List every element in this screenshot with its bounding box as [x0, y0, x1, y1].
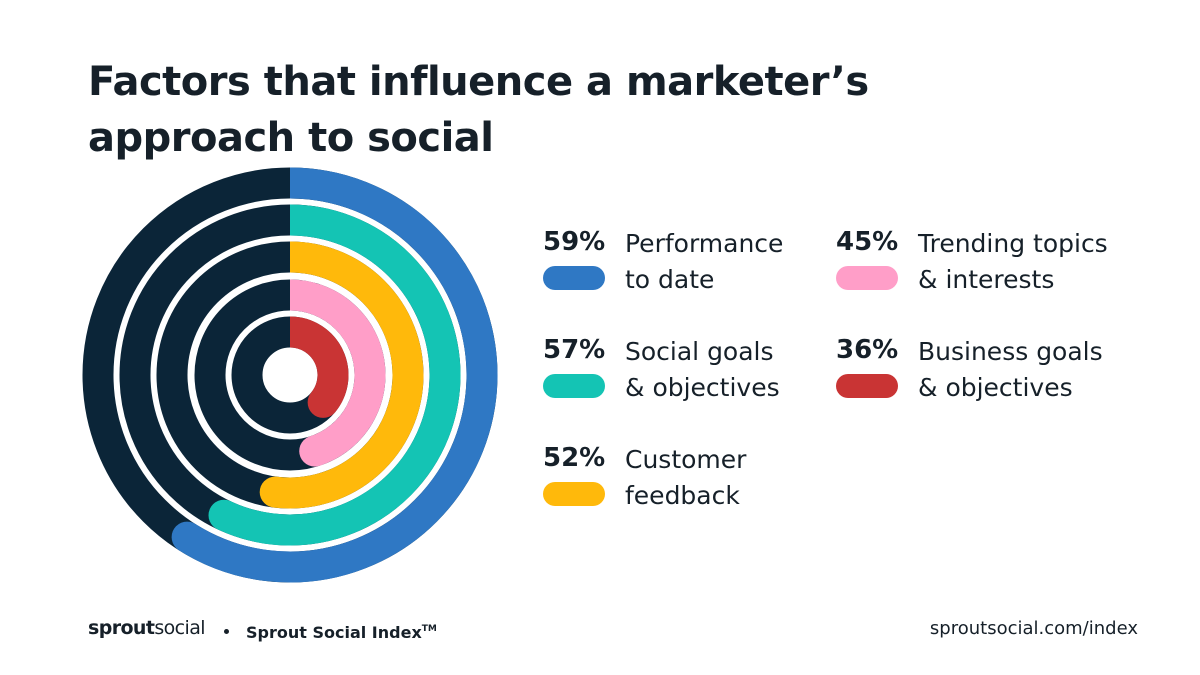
legend-item-trending-topics: 45% Trending topics & interests [836, 222, 1136, 298]
legend-percent: 52% [543, 443, 606, 473]
legend-percent: 57% [543, 335, 606, 365]
footer-url: sproutsocial.com/index [929, 618, 1138, 639]
legend-item-performance: 59% Performance to date [543, 222, 843, 298]
legend-item-business-goals: 36% Business goals & objectives [836, 330, 1136, 406]
legend-swatch [836, 374, 898, 398]
logo-light-text: social [154, 617, 205, 639]
ring-bar-end-cap [259, 476, 291, 508]
legend-label: Performance to date [625, 229, 784, 294]
ring-bar-end-cap [307, 386, 339, 418]
trademark-symbol: TM [421, 624, 437, 634]
legend-percent: 45% [836, 227, 899, 257]
legend-swatch [543, 374, 605, 398]
footer-index-name: Sprout Social IndexTM [246, 617, 437, 645]
ring-bar-end-cap [299, 435, 331, 467]
ring-bar-customer-feedback [273, 241, 424, 509]
chart-title: Factors that influence a marketer’s appr… [88, 59, 869, 161]
ring-bar-trending-topics-interests [289, 279, 386, 466]
logo-bold-text: sprout [88, 617, 155, 639]
legend-swatch [543, 482, 605, 506]
legend-label: Social goals & objectives [625, 337, 780, 402]
legend-swatch [836, 266, 898, 290]
index-name-text: Sprout Social Index [246, 623, 422, 642]
footer-separator-dot [224, 629, 229, 634]
legend-label: Trending topics & interests [918, 229, 1108, 294]
legend-item-customer-feedback: 52% Customer feedback [543, 438, 843, 514]
legend-percent: 36% [836, 335, 899, 365]
ring-bar-social-goals-objectives [217, 204, 461, 546]
ring-bar-performance-to-date [178, 167, 498, 583]
ring-bar-end-cap [171, 521, 203, 553]
ring-bar-end-cap [208, 499, 240, 531]
legend-percent: 59% [543, 227, 606, 257]
radial-bar-chart [82, 167, 498, 583]
legend-label: Customer feedback [625, 445, 747, 510]
legend-label: Business goals & objectives [918, 337, 1103, 402]
legend-swatch [543, 266, 605, 290]
legend-item-social-goals: 57% Social goals & objectives [543, 330, 843, 406]
sprout-social-logo: sproutsocial [88, 615, 206, 641]
